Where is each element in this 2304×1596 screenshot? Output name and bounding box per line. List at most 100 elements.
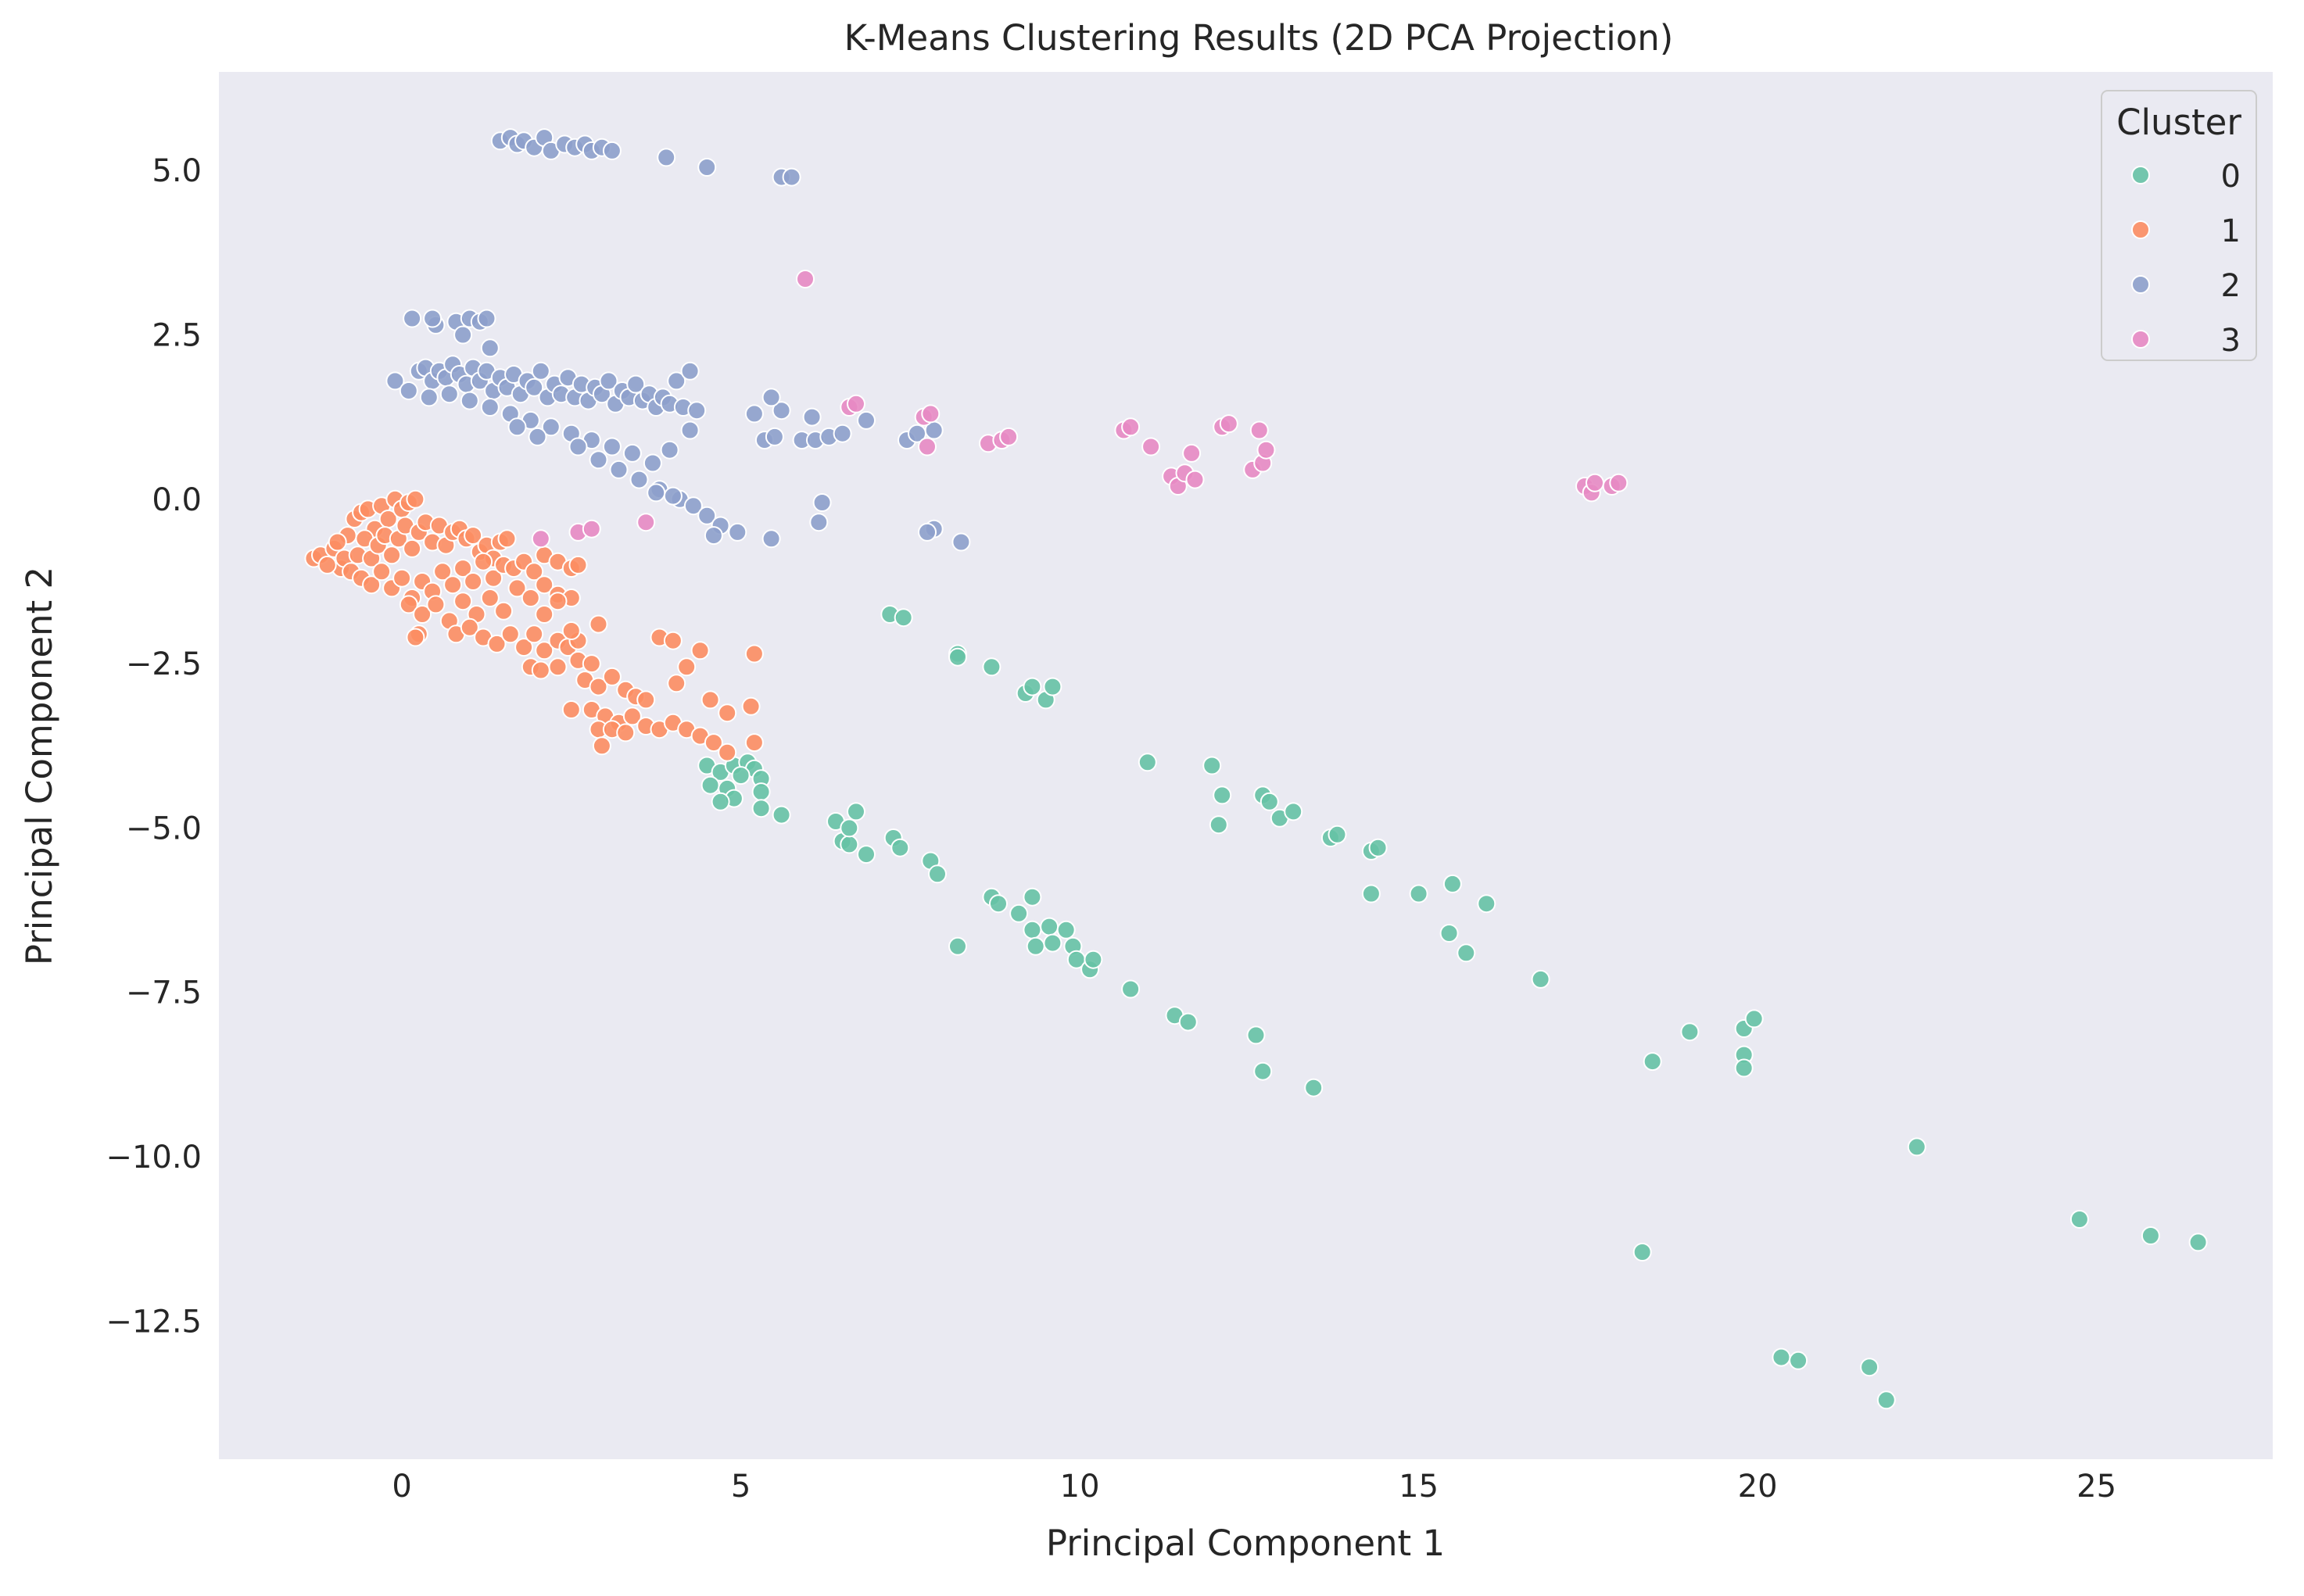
x-axis-label: Principal Component 1 bbox=[1046, 1523, 1445, 1564]
cluster-2-point bbox=[660, 440, 679, 460]
cluster-2-point bbox=[697, 506, 717, 525]
y-tick-label: 0.0 bbox=[152, 482, 202, 518]
cluster-1-point bbox=[406, 628, 425, 647]
cluster-0-point bbox=[1259, 792, 1279, 811]
cluster-2-point bbox=[809, 513, 829, 532]
cluster-0-point bbox=[1876, 1390, 1896, 1410]
cluster-1-point bbox=[525, 562, 544, 582]
cluster-0-point bbox=[751, 782, 771, 802]
y-tick-label: −5.0 bbox=[126, 811, 202, 846]
cluster-0-point bbox=[772, 805, 791, 825]
cluster-3-point bbox=[1219, 414, 1238, 434]
cluster-1-point bbox=[514, 638, 534, 657]
cluster-1-point bbox=[464, 526, 483, 546]
cluster-1-point bbox=[535, 575, 554, 595]
plot-area bbox=[219, 72, 2273, 1459]
cluster-0-point bbox=[1734, 1058, 1754, 1078]
cluster-2-point bbox=[525, 378, 544, 397]
cluster-3-point bbox=[1185, 470, 1205, 489]
cluster-0-point bbox=[1860, 1358, 1879, 1377]
cluster-3-point bbox=[999, 427, 1019, 446]
cluster-1-point bbox=[487, 634, 507, 653]
cluster-3-point bbox=[1249, 420, 1269, 440]
cluster-1-point bbox=[406, 489, 425, 509]
cluster-2-point bbox=[541, 417, 561, 437]
cluster-0-point bbox=[847, 802, 865, 821]
legend-label-1: 1 bbox=[2221, 213, 2241, 249]
cluster-0-point bbox=[1368, 838, 1388, 857]
cluster-1-point bbox=[548, 592, 568, 611]
x-axis-ticks: 0 5 10 15 20 25 bbox=[392, 1469, 2116, 1505]
cluster-1-point bbox=[561, 621, 581, 640]
cluster-2-point bbox=[589, 450, 608, 470]
y-axis-label: Principal Component 2 bbox=[19, 567, 60, 965]
x-tick-label: 5 bbox=[731, 1469, 751, 1505]
cluster-2-point bbox=[683, 496, 703, 516]
cluster-2-point bbox=[599, 371, 618, 391]
cluster-0-point bbox=[1023, 677, 1042, 696]
cluster-1-point bbox=[460, 617, 479, 637]
cluster-2-point bbox=[772, 401, 791, 420]
cluster-2-point bbox=[528, 427, 547, 446]
cluster-1-point bbox=[718, 703, 737, 723]
legend-label-0: 0 bbox=[2221, 159, 2241, 195]
cluster-3-point bbox=[921, 404, 941, 424]
cluster-3-point bbox=[847, 394, 865, 413]
cluster-3-point bbox=[636, 513, 656, 532]
cluster-2-point bbox=[439, 385, 459, 404]
cluster-0-point bbox=[751, 799, 771, 818]
cluster-0-point bbox=[1209, 815, 1228, 835]
cluster-1-point bbox=[443, 575, 463, 595]
cluster-0-point bbox=[1531, 969, 1550, 989]
cluster-0-point bbox=[890, 838, 910, 857]
y-axis-ticks: 5.0 2.5 0.0 −2.5 −5.0 −7.5 −10.0 −12.5 bbox=[106, 153, 202, 1340]
cluster-2-point bbox=[761, 529, 781, 549]
cluster-0-point bbox=[1009, 904, 1029, 923]
cluster-3-point bbox=[1609, 473, 1629, 492]
x-tick-label: 0 bbox=[392, 1469, 411, 1505]
cluster-2-point bbox=[453, 325, 473, 345]
cluster-1-point bbox=[592, 736, 611, 756]
cluster-2-point bbox=[399, 381, 418, 400]
cluster-1-point bbox=[535, 641, 554, 660]
cluster-2-point bbox=[419, 388, 439, 407]
cluster-2-point bbox=[680, 420, 700, 440]
cluster-1-point bbox=[622, 707, 642, 726]
cluster-0-point bbox=[1680, 1022, 1700, 1042]
cluster-1-point bbox=[701, 690, 720, 710]
cluster-0-point bbox=[1632, 1243, 1652, 1261]
cluster-1-point bbox=[362, 575, 382, 595]
cluster-2-point bbox=[602, 141, 622, 160]
cluster-0-point bbox=[1907, 1137, 1926, 1157]
cluster-1-point bbox=[531, 660, 550, 680]
cluster-2-point bbox=[622, 443, 642, 463]
cluster-1-point bbox=[741, 696, 761, 716]
cluster-1-point bbox=[453, 592, 473, 611]
cluster-0-point bbox=[1744, 1009, 1764, 1029]
cluster-1-point bbox=[535, 605, 554, 624]
y-tick-label: −12.5 bbox=[106, 1304, 202, 1340]
cluster-0-point bbox=[1789, 1351, 1808, 1370]
cluster-1-point bbox=[497, 529, 517, 549]
cluster-2-point bbox=[833, 424, 852, 443]
cluster-1-point bbox=[718, 743, 737, 762]
legend-marker-1 bbox=[2131, 220, 2150, 239]
cluster-0-point bbox=[1328, 825, 1347, 844]
points-layer bbox=[304, 128, 2208, 1410]
legend-marker-2 bbox=[2131, 275, 2150, 294]
x-tick-label: 10 bbox=[1060, 1469, 1100, 1505]
cluster-1-point bbox=[521, 589, 540, 607]
cluster-0-point bbox=[1284, 802, 1303, 821]
cluster-0-point bbox=[1772, 1347, 1791, 1367]
cluster-2-point bbox=[857, 410, 876, 430]
cluster-0-point bbox=[1361, 884, 1381, 904]
cluster-1-point bbox=[328, 532, 347, 552]
cluster-0-point bbox=[857, 845, 876, 864]
cluster-0-point bbox=[1439, 924, 1459, 943]
cluster-1-point bbox=[582, 654, 601, 674]
cluster-2-point bbox=[480, 338, 500, 358]
cluster-2-point bbox=[667, 371, 686, 391]
cluster-1-point bbox=[525, 624, 544, 644]
cluster-0-point bbox=[1643, 1052, 1662, 1072]
